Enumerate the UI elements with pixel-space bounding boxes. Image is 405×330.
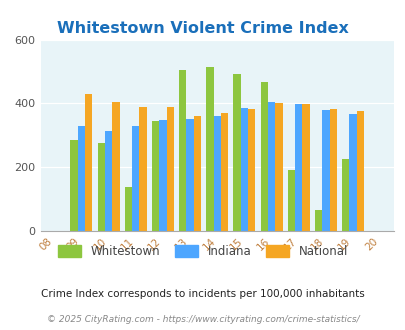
Bar [233, 74, 240, 231]
Bar [314, 210, 322, 231]
Bar [124, 187, 132, 231]
Bar [213, 116, 220, 231]
Bar [349, 114, 356, 231]
Text: Crime Index corresponds to incidents per 100,000 inhabitants: Crime Index corresponds to incidents per… [41, 289, 364, 299]
Text: © 2025 CityRating.com - https://www.cityrating.com/crime-statistics/: © 2025 CityRating.com - https://www.city… [47, 315, 358, 324]
Bar [193, 116, 200, 231]
Bar [132, 126, 139, 231]
Bar [247, 109, 255, 231]
Bar [302, 104, 309, 231]
Bar [151, 121, 159, 231]
Bar [275, 103, 282, 231]
Bar [104, 131, 112, 231]
Bar [166, 107, 173, 231]
Bar [341, 159, 349, 231]
Bar [287, 170, 294, 231]
Bar [179, 70, 186, 231]
Bar [70, 140, 77, 231]
Bar [220, 113, 228, 231]
Bar [112, 102, 119, 231]
Bar [267, 102, 275, 231]
Bar [97, 143, 104, 231]
Bar [77, 126, 85, 231]
Bar [85, 94, 92, 231]
Bar [206, 67, 213, 231]
Bar [139, 107, 146, 231]
Bar [356, 112, 363, 231]
Text: Whitestown Violent Crime Index: Whitestown Violent Crime Index [57, 21, 348, 36]
Bar [159, 120, 166, 231]
Bar [240, 108, 247, 231]
Bar [186, 119, 193, 231]
Legend: Whitestown, Indiana, National: Whitestown, Indiana, National [53, 241, 352, 263]
Bar [294, 104, 302, 231]
Bar [260, 82, 267, 231]
Bar [322, 110, 329, 231]
Bar [329, 109, 336, 231]
